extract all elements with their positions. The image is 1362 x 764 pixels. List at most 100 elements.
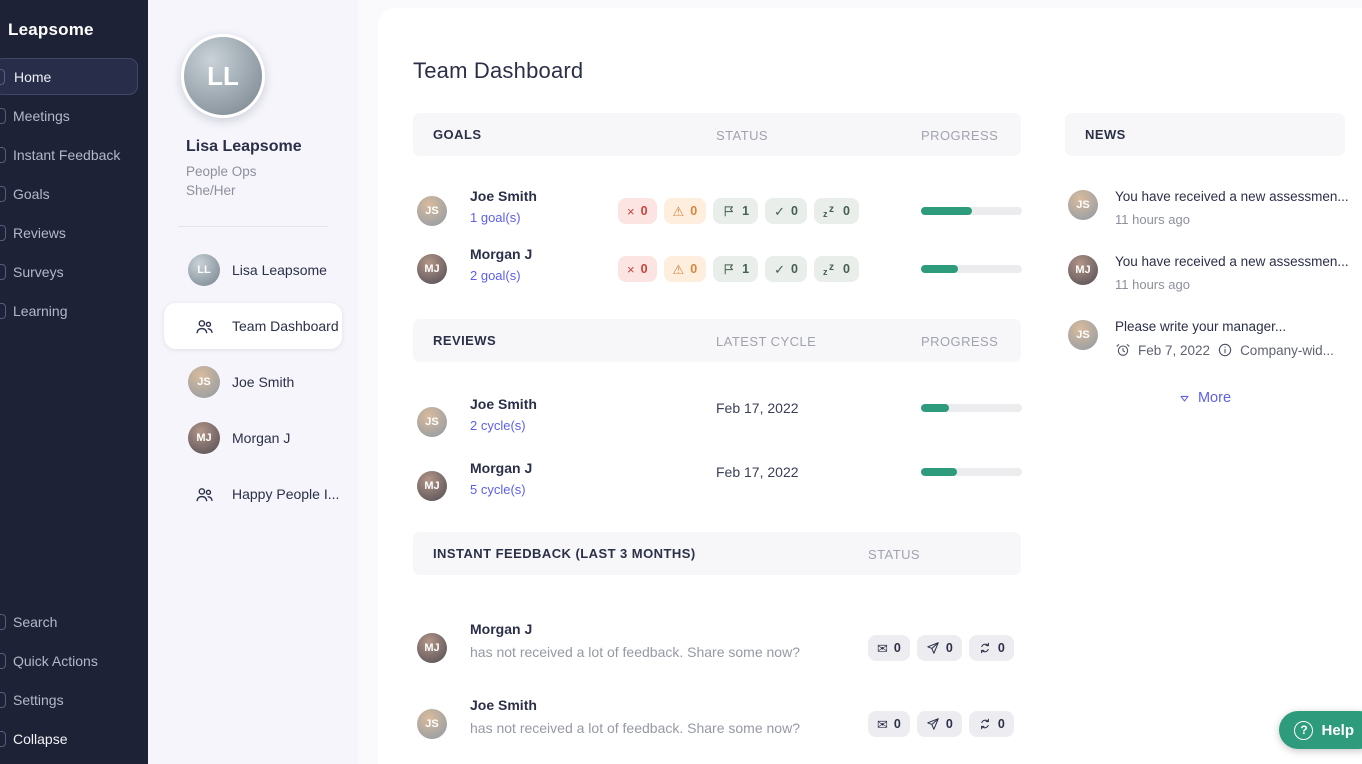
avatar: JS xyxy=(1068,190,1098,220)
news-item[interactable]: JS Please write your manager... Feb 7, 2… xyxy=(1065,318,1345,370)
column-progress: PROGRESS xyxy=(921,128,999,143)
x-icon: × xyxy=(627,261,635,277)
news-panel: NEWS JS You have received a new assessme… xyxy=(1065,113,1349,764)
main-sidebar: Leapsome Home Meetings Instant Feedback … xyxy=(0,0,148,764)
instant-feedback-header: INSTANT FEEDBACK (LAST 3 MONTHS) STATUS xyxy=(413,532,1021,575)
news-timestamp: 11 hours ago xyxy=(1115,212,1190,227)
goals-count-link[interactable]: 2 goal(s) xyxy=(470,268,521,283)
main-nav: Home Meetings Instant Feedback Goals Rev… xyxy=(0,58,148,330)
progress-bar xyxy=(921,404,1022,412)
nav-item-settings[interactable]: Settings xyxy=(0,680,148,719)
progress-bar xyxy=(921,207,1022,215)
goals-section: GOALS STATUS PROGRESS JS Joe Smith 1 goa… xyxy=(413,113,1022,294)
feedback-message: has not received a lot of feedback. Shar… xyxy=(470,720,800,736)
more-button[interactable]: More xyxy=(1179,390,1231,406)
avatar: JS xyxy=(417,709,447,739)
profile-name: Lisa Leapsome xyxy=(186,138,302,155)
news-text: You have received a new assessmen... xyxy=(1115,189,1349,204)
progress-bar xyxy=(921,468,1022,476)
badge-done: ✓ 0 xyxy=(765,198,807,224)
badge-off-track: × 0 xyxy=(618,256,657,282)
nav-item-surveys[interactable]: Surveys xyxy=(0,252,148,291)
news-text: You have received a new assessmen... xyxy=(1115,254,1349,269)
envelope-icon: ✉ xyxy=(877,716,888,732)
avatar: JS xyxy=(1068,320,1098,350)
dashboard-tables: GOALS STATUS PROGRESS JS Joe Smith 1 goa… xyxy=(413,113,1022,764)
nav-item-quick-actions[interactable]: Quick Actions xyxy=(0,641,148,680)
badge-flagged: 1 xyxy=(713,198,759,224)
person-name: Morgan J xyxy=(470,246,533,262)
column-progress: PROGRESS xyxy=(921,334,999,349)
flag-icon xyxy=(724,206,734,217)
news-item[interactable]: MJ You have received a new assessmen... … xyxy=(1065,253,1349,305)
divider xyxy=(178,226,328,227)
leapsome-logo: Leapsome xyxy=(8,20,94,39)
person-name: Joe Smith xyxy=(470,697,537,713)
profile-role: People Ops xyxy=(186,164,257,179)
feedback-message: has not received a lot of feedback. Shar… xyxy=(470,644,800,660)
alarm-clock-icon xyxy=(1116,344,1130,356)
nav-item-home[interactable]: Home xyxy=(0,58,138,95)
nav-item-search[interactable]: Search xyxy=(0,602,148,641)
info-icon xyxy=(1218,343,1232,357)
cycles-count-link[interactable]: 5 cycle(s) xyxy=(470,482,526,497)
instant-feedback-section: INSTANT FEEDBACK (LAST 3 MONTHS) STATUS … xyxy=(413,532,1021,753)
question-icon: ? xyxy=(1294,720,1314,740)
nav-item-instant-feedback[interactable]: Instant Feedback xyxy=(0,135,148,174)
person-name: Joe Smith xyxy=(470,188,537,204)
news-scope: Company-wid... xyxy=(1240,342,1334,358)
news-text: Please write your manager... xyxy=(1115,319,1287,334)
person-name: Morgan J xyxy=(470,621,533,637)
goals-count-link[interactable]: 1 goal(s) xyxy=(470,210,521,225)
news-due-date: Feb 7, 2022 xyxy=(1138,342,1211,358)
cycles-count-link[interactable]: 2 cycle(s) xyxy=(470,418,526,433)
table-row: MJ Morgan J 5 cycle(s) Feb 17, 2022 xyxy=(413,458,1022,514)
badge-received: ✉ 0 xyxy=(868,711,910,737)
cycle-icon xyxy=(980,718,989,730)
check-icon: ✓ xyxy=(774,203,786,219)
x-icon: × xyxy=(627,203,635,219)
team-item-joe-smith[interactable]: JS Joe Smith xyxy=(148,354,358,410)
warning-icon: ⚠ xyxy=(672,203,685,219)
avatar: JS xyxy=(417,196,447,226)
progress-bar xyxy=(921,265,1022,273)
table-row: JS Joe Smith has not received a lot of f… xyxy=(413,695,1021,753)
reviews-section: REVIEWS LATEST CYCLE PROGRESS JS Joe Smi… xyxy=(413,319,1022,514)
badge-off-track: × 0 xyxy=(618,198,657,224)
column-status: STATUS xyxy=(868,547,921,562)
badge-given: 0 xyxy=(916,635,962,661)
person-name: Joe Smith xyxy=(470,396,537,412)
nav-item-meetings[interactable]: Meetings xyxy=(0,96,148,135)
help-button[interactable]: ? Help xyxy=(1279,711,1362,749)
bottom-nav: Search Quick Actions Settings Collapse xyxy=(0,602,148,758)
team-item-team-dashboard[interactable]: Team Dashboard xyxy=(164,303,342,349)
avatar: MJ xyxy=(188,422,220,454)
group-icon xyxy=(195,487,213,501)
feedback-status-badges: ✉ 0 0 0 xyxy=(868,635,1021,661)
cycle-icon xyxy=(980,642,989,654)
badge-flagged: 1 xyxy=(713,256,759,282)
news-timestamp: 11 hours ago xyxy=(1115,277,1190,292)
person-name: Morgan J xyxy=(470,460,533,476)
badge-received: ✉ 0 xyxy=(868,635,910,661)
news-header: NEWS xyxy=(1065,113,1345,156)
avatar: LL xyxy=(188,254,220,286)
team-item-morgan-j[interactable]: MJ Morgan J xyxy=(148,410,358,466)
nav-item-reviews[interactable]: Reviews xyxy=(0,213,148,252)
avatar: MJ xyxy=(417,254,447,284)
nav-item-goals[interactable]: Goals xyxy=(0,174,148,213)
badge-given: 0 xyxy=(916,711,962,737)
team-list: LL Lisa Leapsome Team Dashboard JS Joe S… xyxy=(148,242,358,522)
nav-item-collapse[interactable]: Collapse xyxy=(0,719,148,758)
envelope-icon: ✉ xyxy=(877,640,888,656)
table-row: JS Joe Smith 2 cycle(s) Feb 17, 2022 xyxy=(413,394,1022,450)
avatar: MJ xyxy=(417,471,447,501)
team-item-lisa[interactable]: LL Lisa Leapsome xyxy=(148,242,358,298)
news-item[interactable]: JS You have received a new assessmen... … xyxy=(1065,188,1349,240)
team-item-happy-people[interactable]: Happy People I... xyxy=(148,466,358,522)
warning-icon: ⚠ xyxy=(672,261,685,277)
nav-item-learning[interactable]: Learning xyxy=(0,291,148,330)
